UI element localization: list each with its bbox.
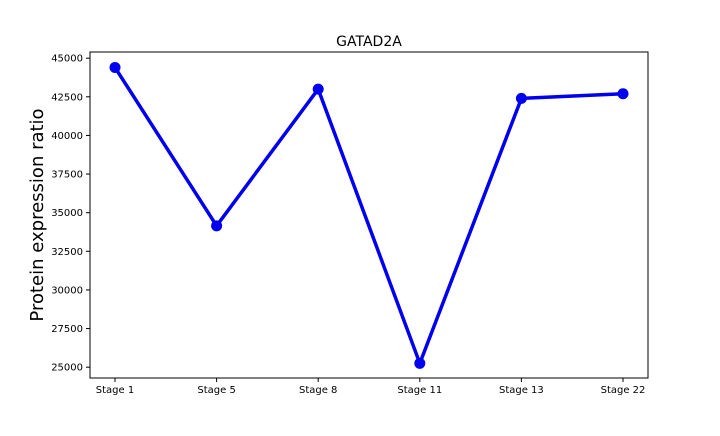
y-tick-label: 27500 [51,324,83,335]
series-layer [109,61,629,369]
y-axis-label: Protein expression ratio [27,108,48,321]
y-tick-label: 42500 [51,92,83,103]
data-point [211,220,223,232]
series-line [113,66,624,366]
y-tick-label: 45000 [51,54,83,65]
y-tick-label: 40000 [51,131,83,142]
data-point [109,61,121,73]
x-tick-label: Stage 13 [499,385,544,396]
x-axis: Stage 1 Stage 5 Stage 8 Stage 11 Stage 13 Sta… [96,378,646,396]
x-tick-label: Stage 5 [197,385,235,396]
data-point [312,83,324,95]
y-tick-label: 35000 [51,208,83,219]
y-tick-label: 37500 [51,170,83,181]
data-point [515,92,527,104]
x-tick-label: Stage 8 [299,385,337,396]
x-tick-label: Stage 22 [601,385,646,396]
plot-area [89,51,649,379]
x-tick-label: Stage 11 [397,385,442,396]
y-tick-label: 25000 [51,363,83,374]
data-point [414,357,426,369]
y-tick-label: 32500 [51,247,83,258]
x-tick-label: Stage 1 [96,385,134,396]
chart-title: GATAD2A [336,34,402,50]
y-tick-label: 30000 [51,285,83,296]
data-point [617,88,629,100]
y-axis: 25000 27500 30000 32500 35000 37500 40000 42500… [51,54,90,374]
